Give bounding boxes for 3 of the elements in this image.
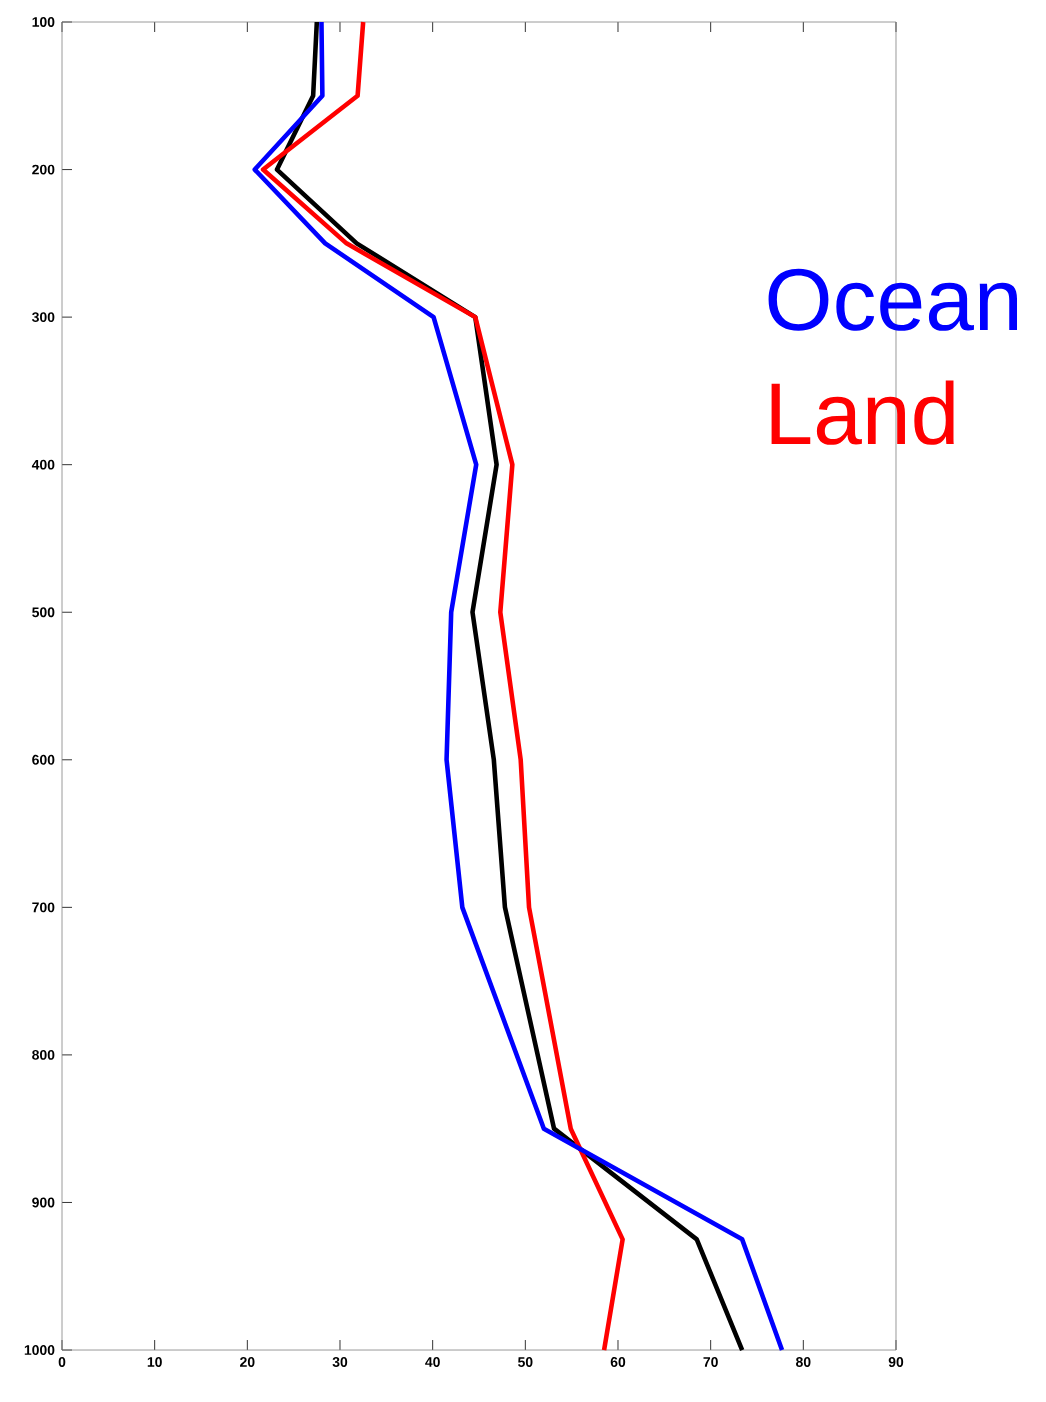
- line-series: [260, 19, 625, 1353]
- text: Ocean: [768, 268, 1017, 331]
- text: Land: [771, 380, 954, 445]
